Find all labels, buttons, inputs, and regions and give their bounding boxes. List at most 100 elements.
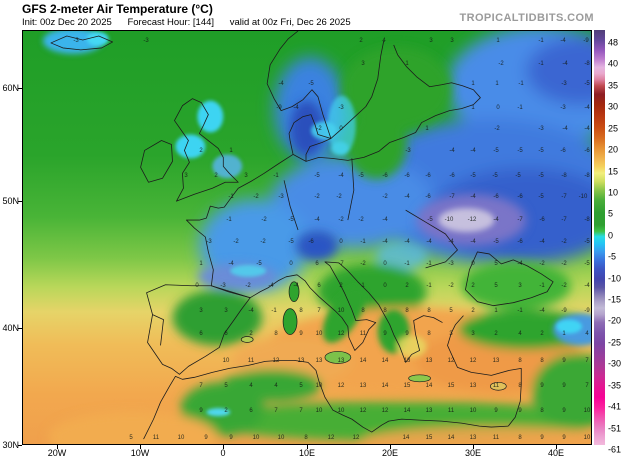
temp-value-label: 0 — [496, 105, 500, 111]
baltic-coastline — [305, 44, 481, 162]
temp-value-label: 5 — [129, 435, 133, 441]
temp-value-label: -3 — [206, 239, 212, 245]
longitude-tick-mark — [556, 445, 557, 449]
temp-value-label: -4 — [404, 194, 410, 200]
temp-value-label: 9 — [199, 408, 203, 414]
temp-value-label: -6 — [425, 194, 431, 200]
temp-value-label: -4 — [539, 239, 545, 245]
temp-value-label: -1 — [273, 173, 279, 179]
temp-value-label: 13 — [337, 358, 345, 364]
bothnia-coastline — [330, 40, 385, 139]
temp-value-label: 10 — [315, 408, 323, 414]
temp-value-label: 1 — [494, 308, 498, 314]
temp-value-label: -4 — [493, 217, 499, 223]
temp-value-label: -4 — [517, 261, 523, 267]
temp-value-label: -6 — [493, 194, 499, 200]
temp-value-label: -5 — [493, 239, 499, 245]
temp-value-label: -4 — [448, 239, 454, 245]
country-border-pyrenees — [211, 285, 251, 299]
temp-value-label: 8 — [405, 308, 409, 314]
longitude-tick-label: 30E — [464, 448, 481, 458]
temp-value-label: 15 — [425, 435, 433, 441]
longitude-tick-mark — [57, 445, 58, 449]
temp-value-label: 14 — [447, 435, 455, 441]
temp-value-label: 10 — [315, 331, 323, 337]
temp-value-label: 2 — [494, 331, 498, 337]
temp-value-label: 10 — [469, 408, 477, 414]
temp-value-label: -7 — [449, 194, 455, 200]
temp-value-label: 9 — [518, 408, 522, 414]
temp-value-label: 3 — [450, 38, 454, 44]
temp-value-label: -8 — [584, 61, 590, 67]
temp-value-label: 3 — [199, 308, 203, 314]
temp-value-label: -5 — [493, 148, 499, 154]
islands-layer — [240, 281, 507, 391]
temp-value-label: 3 — [429, 38, 433, 44]
temp-value-label: -3 — [143, 38, 149, 44]
temp-value-label: -2 — [314, 194, 320, 200]
cyprus-island — [490, 381, 507, 391]
temp-value-label: 15 — [447, 383, 455, 389]
temp-value-label: -9 — [584, 308, 590, 314]
temp-value-label: 9 — [540, 435, 544, 441]
temp-value-label: 15 — [403, 383, 411, 389]
temp-value-label: 14 — [381, 358, 389, 364]
temp-value-label: 0 — [289, 261, 293, 267]
temp-value-label: -1 — [271, 308, 277, 314]
temp-value-label: 0 — [339, 126, 343, 132]
temp-value-label: 11 — [447, 408, 455, 414]
colorbar-tick-label: -30 — [608, 358, 622, 369]
crete-island — [408, 374, 431, 383]
temp-value-label: 13 — [297, 358, 305, 364]
temp-value-label: 14 — [359, 358, 367, 364]
temp-value-label: -1 — [518, 81, 524, 87]
temp-value-label: -2 — [338, 217, 344, 223]
temp-value-label: -10 — [578, 194, 588, 200]
temp-value-label: -7 — [561, 194, 567, 200]
temp-value-label: -4 — [470, 194, 476, 200]
temp-value-label: -3 — [560, 105, 566, 111]
temp-value-label: 6 — [249, 408, 253, 414]
colorbar-tick-label: 15 — [608, 166, 619, 177]
temp-value-label: 6 — [315, 261, 319, 267]
colorbar-tick-label: 35 — [608, 80, 619, 91]
temp-value-label: 2 — [359, 38, 363, 44]
temp-value-label: -5 — [492, 173, 498, 179]
colorbar-tick-label: -10 — [608, 273, 622, 284]
temp-value-label: -3 — [220, 283, 226, 289]
temp-value-label: 9 — [562, 383, 566, 389]
colorbar-tick-label: 48 — [608, 37, 619, 48]
temp-value-label: -7 — [561, 217, 567, 223]
temp-value-label: 12 — [447, 358, 455, 364]
colorbar-tick-label: -5 — [608, 251, 617, 262]
temp-value-label: 11 — [247, 358, 255, 364]
temp-value-label: 8 — [518, 435, 522, 441]
temp-value-label: -4 — [470, 148, 476, 154]
colorbar-tick-label: 25 — [608, 123, 619, 134]
latitude-tick-mark — [18, 328, 22, 329]
temp-value-label: 14 — [425, 383, 433, 389]
page-title: GFS 2-meter Air Temperature (°C) — [22, 2, 213, 16]
temp-value-label: 13 — [425, 408, 433, 414]
temp-value-label: 0 — [471, 261, 475, 267]
temp-value-label: 5 — [494, 261, 498, 267]
temp-value-label: 13 — [403, 358, 411, 364]
temp-value-label: 5 — [224, 383, 228, 389]
temp-value-label: -6 — [308, 239, 314, 245]
valid-time-label: valid at 00z Fri, Dec 26 2025 — [229, 17, 351, 28]
iberia-coastline — [146, 284, 251, 375]
temp-value-label: 13 — [469, 435, 477, 441]
temp-value-label: 1 — [405, 61, 409, 67]
colorbar-tick-label: -41 — [608, 401, 622, 412]
temp-value-label: -5 — [308, 81, 314, 87]
temp-value-label: -2 — [360, 261, 366, 267]
temp-value-label: 5 — [299, 383, 303, 389]
temp-value-label: 9 — [405, 331, 409, 337]
colorbar-tick-label: -35 — [608, 380, 622, 391]
temp-value-label: -6 — [449, 173, 455, 179]
temp-value-label: 4 — [585, 331, 589, 337]
temp-value-label: 9 — [204, 435, 208, 441]
temp-value-label: -4 — [426, 239, 432, 245]
denmark-coastline — [288, 114, 332, 162]
temp-value-label: 1 — [471, 81, 475, 87]
